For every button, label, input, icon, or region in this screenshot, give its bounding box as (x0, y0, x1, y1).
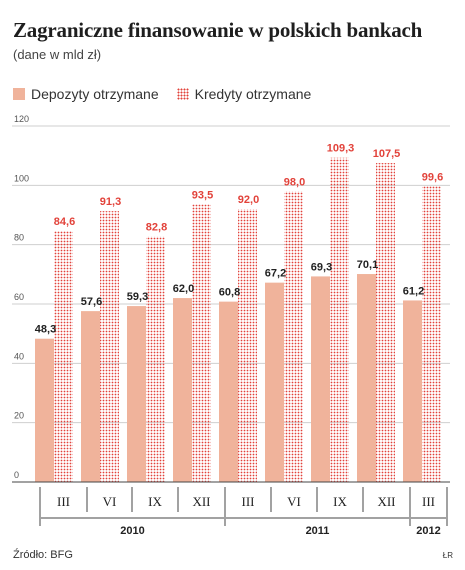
y-tick-label-0: 0 (14, 470, 19, 480)
data-label-deposits-6: 69,3 (311, 261, 332, 273)
data-label-loans-2: 82,8 (146, 221, 167, 233)
legend-swatch-deposits (13, 88, 25, 100)
data-label-loans-3: 93,5 (192, 190, 213, 202)
bar-loans-5 (284, 191, 303, 482)
x-tick-label-8: III (422, 494, 435, 509)
bar-loans-7 (376, 163, 395, 483)
bar-deposits-6 (311, 276, 330, 482)
legend-item-loans: Kredyty otrzymane (176, 86, 312, 102)
bar-deposits-7 (357, 274, 376, 482)
data-label-loans-6: 109,3 (327, 143, 355, 155)
bar-loans-3 (192, 204, 211, 482)
bar-deposits-1 (81, 311, 100, 482)
data-label-deposits-5: 67,2 (265, 268, 286, 280)
y-tick-label-20: 20 (14, 411, 24, 421)
bar-loans-6 (330, 157, 349, 482)
source-note: Źródło: BFG (13, 549, 73, 561)
data-label-loans-8: 99,6 (422, 172, 443, 184)
year-label-2011: 2011 (306, 525, 330, 537)
year-label-2010: 2010 (120, 525, 144, 537)
bar-deposits-5 (265, 282, 284, 482)
data-label-deposits-3: 62,0 (173, 283, 194, 295)
x-tick-label-0: III (57, 494, 70, 509)
y-tick-label-100: 100 (14, 173, 29, 183)
data-label-loans-5: 98,0 (284, 176, 305, 188)
x-tick-label-3: XII (192, 494, 210, 509)
data-label-deposits-7: 70,1 (357, 259, 378, 271)
y-tick-label-80: 80 (14, 233, 24, 243)
bar-loans-2 (146, 236, 165, 482)
data-label-loans-7: 107,5 (373, 148, 401, 160)
legend-swatch-loans (176, 88, 189, 100)
x-tick-label-2: IX (148, 494, 162, 509)
y-tick-label-120: 120 (14, 114, 29, 124)
data-label-deposits-1: 57,6 (81, 296, 102, 308)
bar-loans-4 (238, 209, 257, 483)
year-label-2012: 2012 (416, 525, 440, 537)
bar-chart: 0 20 40 60 80 100 120 48,3 84,6 57,6 91,3 59,3 82,8… (12, 114, 450, 537)
legend-label-loans: Kredyty otrzymane (194, 86, 312, 102)
x-tick-label-7: XII (377, 494, 395, 509)
bar-loans-8 (422, 186, 441, 482)
x-tick-label-5: VI (287, 494, 301, 509)
bar-deposits-8 (403, 300, 422, 482)
legend-label-deposits: Depozyty otrzymane (31, 86, 159, 102)
x-tick-label-1: VI (103, 494, 117, 509)
data-label-loans-4: 92,0 (238, 194, 259, 206)
legend: Depozyty otrzymane Kredyty otrzymane (13, 86, 329, 102)
x-tick-label-4: III (242, 494, 255, 509)
bar-deposits-3 (173, 298, 192, 482)
data-label-deposits-0: 48,3 (35, 324, 56, 336)
data-label-loans-0: 84,6 (54, 216, 75, 228)
chart-subtitle: (dane w mld zł) (13, 47, 102, 62)
bar-deposits-0 (35, 338, 54, 482)
data-label-loans-1: 91,3 (100, 196, 121, 208)
y-tick-label-60: 60 (14, 292, 24, 302)
data-label-deposits-4: 60,8 (219, 287, 240, 299)
chart-title: Zagraniczne finansowanie w polskich bank… (13, 18, 423, 42)
bar-deposits-4 (219, 301, 238, 482)
x-tick-label-6: IX (333, 494, 347, 509)
bar-loans-1 (100, 211, 119, 483)
y-tick-label-40: 40 (14, 351, 24, 361)
bar-deposits-2 (127, 306, 146, 482)
data-label-deposits-8: 61,2 (403, 285, 424, 297)
legend-item-deposits: Depozyty otrzymane (13, 86, 159, 102)
author-initials: ŁR (442, 551, 453, 560)
data-label-deposits-2: 59,3 (127, 291, 148, 303)
bar-loans-0 (54, 231, 73, 482)
